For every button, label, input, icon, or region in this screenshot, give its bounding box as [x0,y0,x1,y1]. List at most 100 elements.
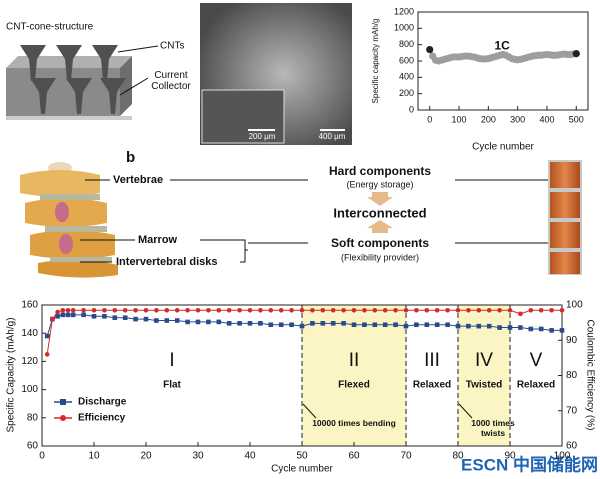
data-point [426,45,434,54]
x-tick-label: 300 [510,114,525,124]
component-label: Hard components [329,164,431,178]
data-point [330,321,336,326]
arrow [367,192,393,206]
data-point [289,322,294,328]
y2-tick-label: 60 [566,441,578,452]
data-point [330,307,336,313]
region-label: Flat [163,380,181,391]
y-tick-label: 600 [399,55,414,65]
data-point [486,307,492,313]
data-point [486,323,492,329]
data-point [445,307,450,313]
x-tick-label: 100 [554,451,571,462]
data-point [133,316,138,322]
legend-label: Discharge [78,397,127,408]
copper-segments [548,160,582,275]
anatomy-label: Intervertebral disks [116,256,218,268]
data-point [81,307,86,313]
y2-axis-label: Coulombic Efficiency (%) [584,320,595,431]
data-point [70,312,76,318]
data-point [528,326,534,332]
data-point [258,307,263,313]
sem-inset [201,89,285,144]
data-point [497,325,502,330]
data-point [195,307,201,313]
x-tick-label: 20 [140,451,152,462]
data-point [434,307,440,313]
data-point [206,307,211,313]
region-label: Relaxed [413,380,451,391]
data-point [44,352,50,357]
data-point [258,321,263,326]
x-tick-label: 0 [427,114,432,124]
x-tick-label: 70 [400,451,412,462]
y-tick-label: 100 [21,384,38,395]
data-point [226,321,232,326]
data-point [164,318,170,323]
data-point [476,307,482,313]
data-point [507,325,513,330]
x-tick-label: 10 [88,451,100,462]
data-point [382,307,388,313]
x-tick-label: 400 [539,114,554,124]
data-point [549,307,554,313]
region-numeral: IV [475,350,493,371]
y-tick-label: 60 [27,441,39,452]
watermark: ESCN 中国储能网 [461,454,598,474]
data-point [507,307,513,313]
x-tick-label: 100 [452,114,467,124]
data-point [549,328,554,333]
data-point [476,323,482,329]
data-point [102,313,107,319]
data-point [65,312,71,318]
data-point [559,328,565,333]
data-point [351,307,357,313]
region-numeral: V [530,350,543,371]
scale-label: 400 μm [319,132,346,141]
data-point [268,322,274,328]
x-tick-label: 60 [348,451,360,462]
data-point [538,326,544,332]
x-tick-label: 90 [504,451,516,462]
data-point [538,307,544,313]
scale-label: 200 μm [249,132,276,141]
data-point [55,309,60,315]
data-point [310,307,315,313]
data-point [55,313,60,319]
component-note: (Energy storage) [346,179,413,189]
data-point [112,315,118,320]
data-point [174,318,180,323]
diagram-title: CNT-cone-structure [6,22,94,33]
y-axis-label: Specific capacity mAh/g [371,19,380,104]
y-tick-label: 80 [27,412,39,423]
data-point [299,323,305,329]
data-point [44,333,50,339]
x-tick-label: 200 [481,114,496,124]
data-point [518,311,523,317]
data-point [206,319,211,325]
y-tick-label: 120 [21,356,38,367]
region-label: Relaxed [517,380,555,391]
legend-label: Efficiency [78,413,126,424]
data-point [216,307,222,313]
panel-label: b [126,149,135,166]
data-point [154,318,159,323]
anatomy-label: Marrow [138,234,178,246]
data-point [278,307,284,313]
y-tick-label: 140 [21,328,38,339]
note-arrow [302,403,317,419]
data-point [70,307,76,313]
data-point [559,307,565,313]
data-point [528,307,534,313]
callout: Current Collector [151,70,191,92]
cone-diagram [6,45,132,120]
region-numeral: I [169,350,174,371]
x-tick-label: 0 [39,451,45,462]
data-point [60,307,66,313]
data-point [455,323,461,329]
x-tick-label: 40 [244,451,256,462]
data-point [372,307,378,313]
region-note: 1000 times twists [471,418,515,438]
data-point [247,321,253,326]
